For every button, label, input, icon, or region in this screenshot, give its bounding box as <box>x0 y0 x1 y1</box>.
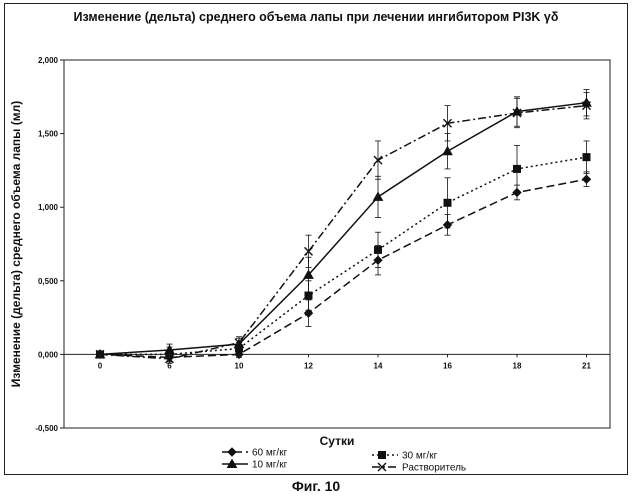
y-axis-title: Изменение (дельта) среднего объема лапы … <box>9 101 23 387</box>
x-tick-label: 12 <box>304 361 313 370</box>
series-3 <box>96 92 591 363</box>
y-tick-label: -0,500 <box>35 424 58 433</box>
legend-item: 60 мг/кг <box>222 448 288 459</box>
y-tick-label: 0,000 <box>38 350 59 359</box>
x-tick-label: 14 <box>374 361 383 370</box>
legend-label: 60 мг/кг <box>252 448 288 459</box>
legend-marker <box>379 452 386 459</box>
legend: 60 мг/кг10 мг/кг 30 мг/кгРастворитель <box>222 448 466 474</box>
y-tick-label: 2,000 <box>38 56 59 65</box>
series-line <box>100 103 587 355</box>
legend-item: Растворитель <box>372 463 466 474</box>
legend-label: Растворитель <box>402 463 466 474</box>
y-tick-label: 1,000 <box>38 203 59 212</box>
data-point <box>583 175 591 183</box>
series-2 <box>97 141 591 362</box>
x-tick-label: 16 <box>443 361 452 370</box>
legend-item: 30 мг/кг <box>372 451 438 462</box>
legend-marker <box>228 448 236 456</box>
x-tick-label: 10 <box>235 361 244 370</box>
series-line <box>100 157 587 354</box>
x-tick-label: 6 <box>167 361 172 370</box>
series-line <box>100 179 587 357</box>
data-point <box>444 199 451 206</box>
series-line <box>100 106 587 359</box>
y-tick-label: 1,500 <box>38 130 59 139</box>
data-point <box>305 292 312 299</box>
data-point <box>374 192 383 200</box>
series-0 <box>96 172 591 362</box>
data-point <box>583 154 590 161</box>
data-point <box>514 165 521 172</box>
legend-label: 30 мг/кг <box>402 451 438 462</box>
data-point <box>375 246 382 253</box>
x-tick-label: 21 <box>582 361 591 370</box>
data-point <box>443 147 452 155</box>
y-tick-label: 0,500 <box>38 277 59 286</box>
x-axis-title: Сутки <box>320 434 355 448</box>
x-tick-label: 18 <box>513 361 522 370</box>
x-tick-label: 0 <box>98 361 103 370</box>
legend-item: 10 мг/кг <box>222 460 288 471</box>
figure-caption: Фиг. 10 <box>0 478 632 494</box>
series-1 <box>96 89 592 357</box>
legend-label: 10 мг/кг <box>252 460 288 471</box>
